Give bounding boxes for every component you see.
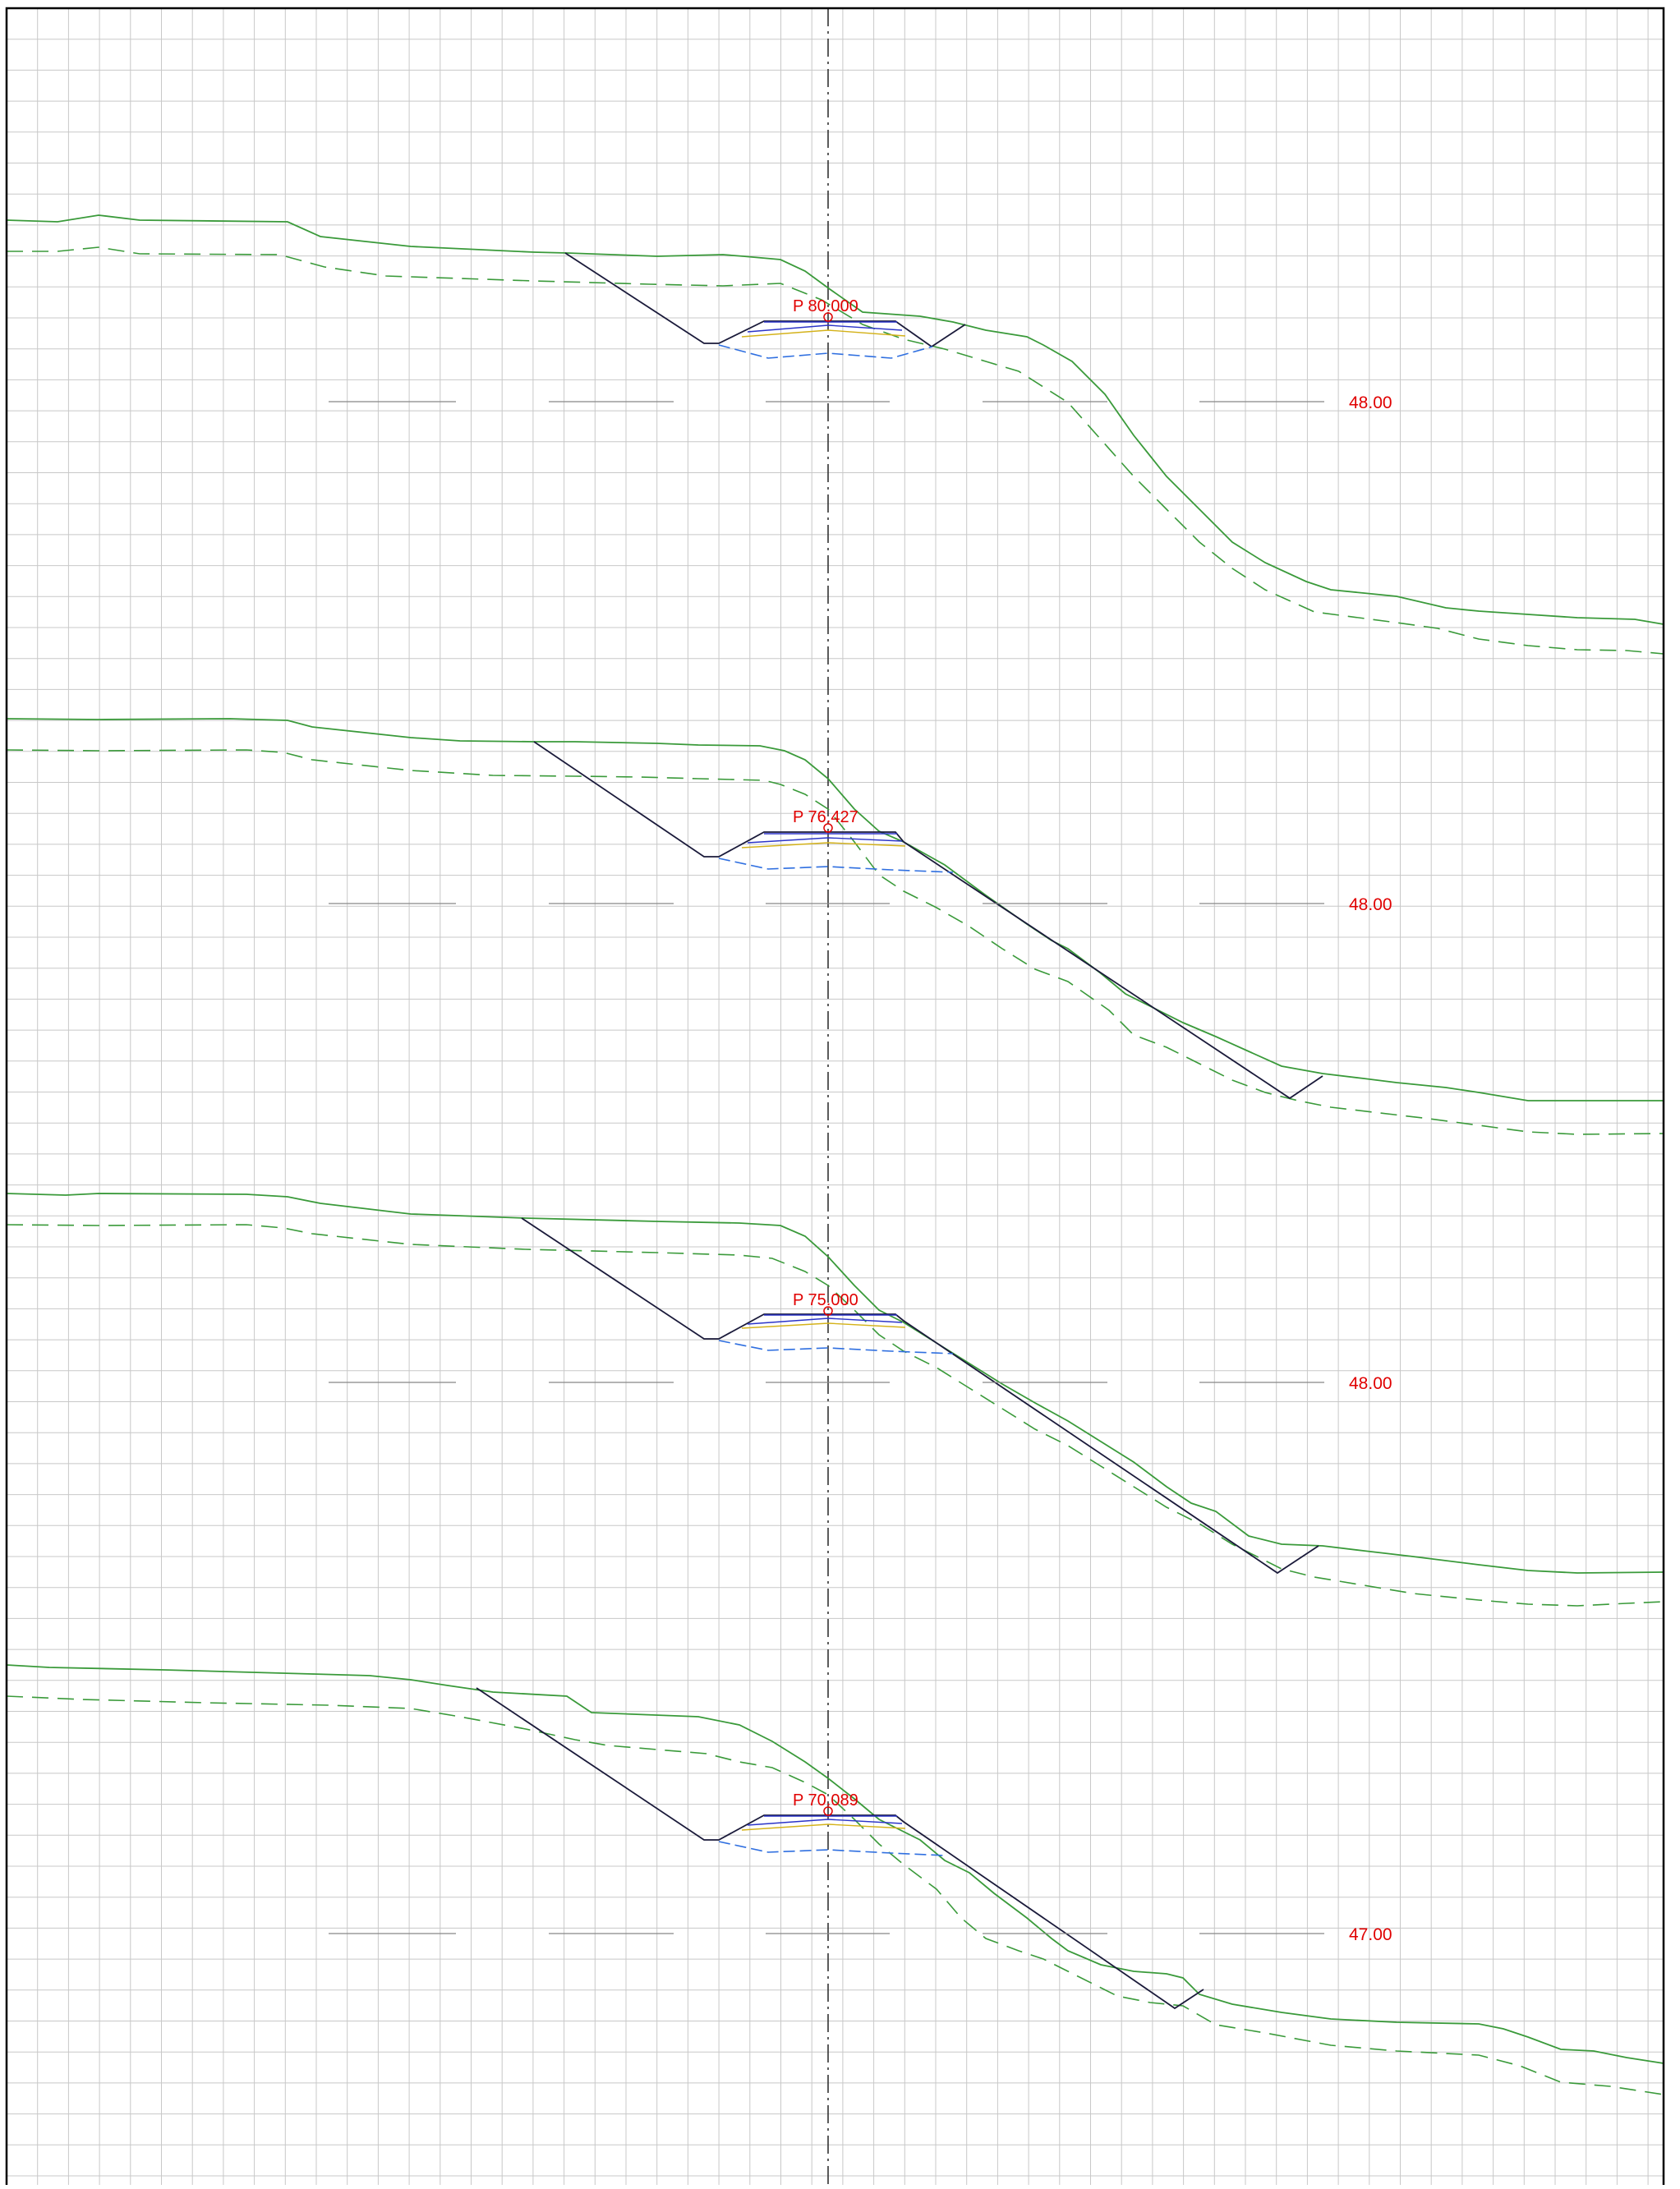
formation-line: [718, 1841, 946, 1856]
drawing-frame: [5, 7, 1665, 2185]
station-label: P 80.000: [793, 297, 858, 315]
formation-line: [718, 344, 933, 359]
existing-ground-line: [6, 1193, 1664, 1574]
subbase-line: [741, 1823, 906, 1831]
station-label: P 70.089: [793, 1791, 858, 1810]
station-label: P 76.427: [793, 808, 858, 826]
existing-ground-line: [6, 1664, 1664, 2064]
section-2: P 76.427 48.00: [6, 718, 1664, 1135]
soil-profile-line: [6, 1695, 1664, 2095]
formation-line: [718, 858, 954, 873]
existing-ground-line: [6, 214, 1664, 625]
pavement-base-line: [747, 1819, 903, 1826]
station-marker: [823, 312, 833, 322]
section-1: P 80.000 48.00: [6, 214, 1664, 655]
station-marker: [823, 1306, 833, 1316]
subbase-line: [741, 842, 906, 848]
soil-profile-line: [7, 246, 1664, 655]
station-label: P 75.000: [793, 1291, 858, 1309]
datum-elevation-label: 48.00: [1349, 1374, 1392, 1393]
pavement-base-line: [747, 324, 903, 333]
grid: [7, 8, 1664, 2185]
soil-profile-line: [6, 1224, 1664, 1607]
subbase-line: [741, 1322, 906, 1329]
pavement-base-line: [747, 1318, 903, 1325]
existing-ground-line: [6, 718, 1664, 1101]
section-4: P 70.089 47.00: [6, 1664, 1664, 2095]
section-3: P 75.000 48.00: [6, 1193, 1664, 1607]
soil-profile-line: [6, 749, 1664, 1135]
datum-elevation-label: 47.00: [1349, 1925, 1392, 1944]
subbase-line: [741, 329, 906, 338]
pavement-base-line: [747, 837, 903, 844]
station-marker: [823, 1806, 833, 1816]
station-marker: [823, 823, 833, 833]
datum-elevation-label: 48.00: [1349, 895, 1392, 914]
formation-line: [718, 1340, 954, 1354]
datum-elevation-label: 48.00: [1349, 393, 1392, 412]
